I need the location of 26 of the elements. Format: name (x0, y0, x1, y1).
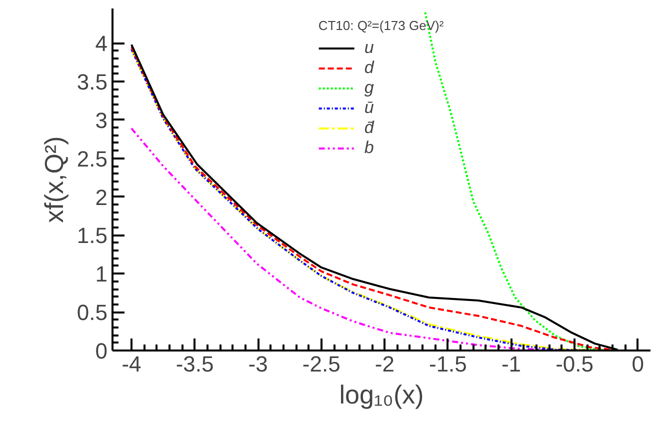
y-tick-label: 3 (95, 108, 108, 133)
legend-label: u (364, 38, 375, 58)
x-tick-label: -1 (501, 352, 522, 376)
x-tick-label: -1.5 (429, 352, 467, 376)
x-tick-label: -2 (374, 352, 394, 376)
legend-label: d (364, 58, 376, 78)
x-tick-label: -3.5 (176, 352, 214, 376)
x-tick-label: -2.5 (302, 352, 340, 376)
x-axis-title: log₁₀(x) (339, 380, 424, 410)
y-tick-label: 1 (95, 262, 108, 287)
y-axis-title: xf(x,Q²) (38, 136, 69, 223)
legend-label: b (364, 138, 375, 158)
x-tick-label: -3 (248, 352, 268, 376)
x-tick-label: 0 (632, 352, 644, 376)
y-tick-label: 4 (95, 31, 108, 56)
y-tick-label: 1.5 (76, 223, 108, 248)
legend-label: ū (364, 98, 375, 118)
y-tick-label: 0.5 (76, 300, 108, 326)
legend-title: CT10: Q²=(173 GeV)² (318, 18, 444, 33)
legend-label: g (364, 78, 375, 98)
y-tick-label: 2.5 (76, 146, 108, 172)
y-tick-label: 3.5 (76, 70, 108, 95)
x-tick-label: -0.5 (556, 352, 594, 376)
x-tick-label: -4 (122, 352, 142, 376)
legend-label: d̄ (364, 118, 376, 138)
y-tick-label: 2 (95, 184, 108, 210)
